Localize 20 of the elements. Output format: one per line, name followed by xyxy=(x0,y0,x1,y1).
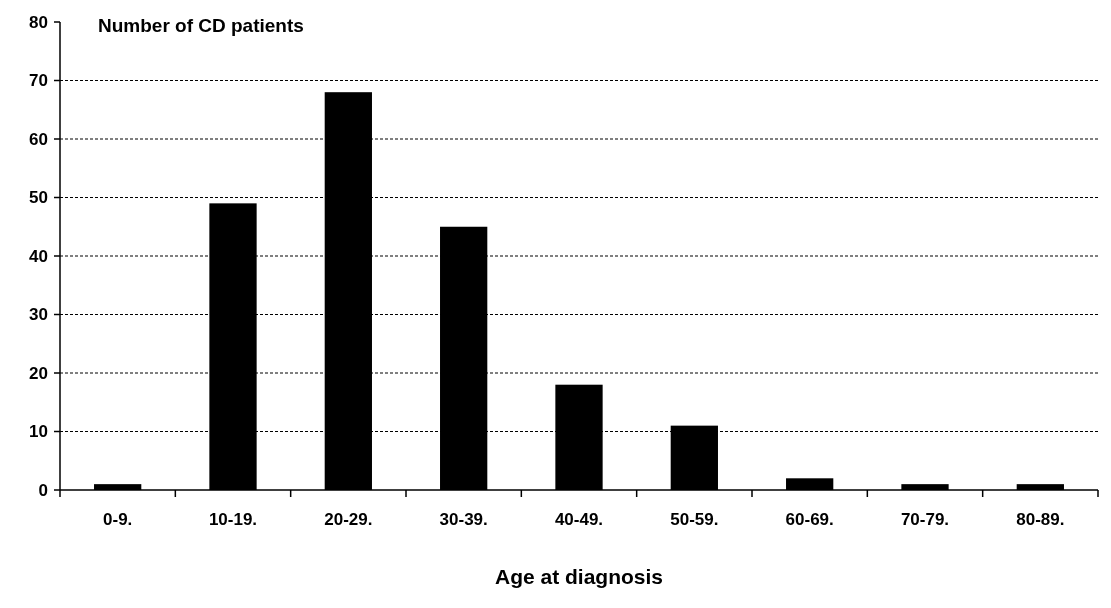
y-tick-label: 80 xyxy=(29,12,48,32)
y-tick-label: 0 xyxy=(38,480,48,500)
x-tick-label: 60-69. xyxy=(785,510,834,529)
y-tick-label: 30 xyxy=(29,305,48,325)
x-tick-label: 30-39. xyxy=(439,510,488,529)
y-tick-label: 20 xyxy=(29,363,48,383)
x-tick-label: 20-29. xyxy=(324,510,373,529)
y-tick-label: 70 xyxy=(29,71,48,91)
x-tick-label: 40-49. xyxy=(554,510,604,529)
y-tick-label: 40 xyxy=(29,246,48,266)
x-tick-label: 50-59. xyxy=(670,510,719,529)
y-tick-label: 60 xyxy=(29,129,48,149)
x-axis-title: Age at diagnosis xyxy=(494,565,664,588)
y-tick-label: 50 xyxy=(29,188,48,208)
y-axis-title: Number of CD patients xyxy=(98,15,304,36)
x-tick-label: 70-79. xyxy=(900,510,950,529)
x-tick-label: 80-89. xyxy=(1016,510,1065,529)
y-tick-label: 10 xyxy=(29,422,48,442)
x-tick-label: 10-19. xyxy=(208,510,258,529)
x-tick-label: 0-9. xyxy=(103,510,133,529)
